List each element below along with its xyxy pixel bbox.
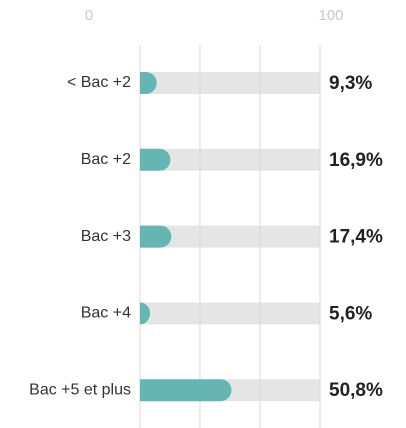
category-label: Bac +4 (81, 305, 131, 322)
bar (140, 72, 157, 94)
bar (140, 302, 151, 325)
x-tick-label: 100 (318, 7, 343, 24)
bar (140, 379, 232, 402)
value-label: 5,6% (329, 303, 372, 324)
category-label: Bac +3 (81, 228, 131, 245)
value-label: 16,9% (329, 150, 383, 171)
bar-track (140, 225, 320, 248)
category-label: < Bac +2 (67, 74, 131, 91)
value-label: 17,4% (329, 227, 383, 248)
value-label: 9,3% (329, 73, 372, 94)
bar-track (140, 302, 320, 325)
value-label: 50,8% (329, 380, 383, 401)
bar-track (140, 72, 320, 94)
category-label: Bac +2 (81, 151, 131, 168)
bar-track (140, 148, 320, 171)
bar (140, 225, 172, 248)
category-label: Bac +5 et plus (29, 381, 131, 398)
x-tick-label: 0 (85, 7, 93, 24)
bar (140, 148, 171, 171)
